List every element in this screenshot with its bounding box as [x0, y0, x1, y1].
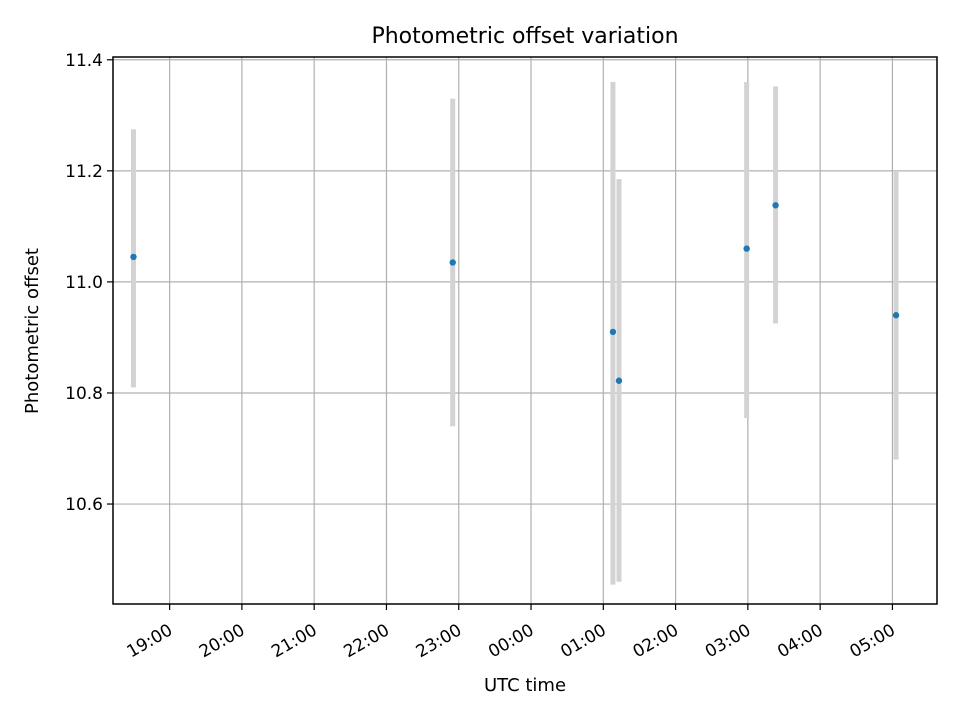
- x-tick-label: 23:00: [413, 620, 465, 662]
- y-tick-label: 11.0: [65, 273, 103, 293]
- x-tick-label: 02:00: [630, 620, 682, 662]
- x-tick-label: 22:00: [341, 620, 393, 662]
- x-tick-label: 21:00: [268, 620, 320, 662]
- point-layer: [130, 202, 900, 384]
- y-axis-label: Photometric offset: [22, 248, 43, 414]
- y-tick-label: 10.6: [65, 495, 103, 515]
- data-point: [743, 245, 750, 252]
- data-point: [892, 312, 900, 319]
- x-tick-label: 01:00: [557, 620, 609, 662]
- y-tick-label: 11.2: [65, 162, 103, 182]
- chart-title: Photometric offset variation: [371, 24, 678, 49]
- plot-frame: [112, 56, 938, 605]
- data-point: [615, 377, 623, 384]
- x-tick-label: 05:00: [846, 620, 898, 662]
- y-tick-label: 10.8: [65, 384, 103, 404]
- x-tick-label: 04:00: [774, 620, 826, 662]
- x-axis-label: UTC time: [484, 675, 566, 696]
- y-tick-label: 11.4: [65, 51, 103, 71]
- x-tick-label: 00:00: [485, 620, 537, 662]
- data-point: [772, 202, 779, 209]
- errorbar-layer: [130, 81, 899, 585]
- grid-layer: [113, 57, 937, 604]
- x-tick-label: 19:00: [124, 620, 176, 662]
- x-tick-label: 03:00: [702, 620, 754, 662]
- x-tick-label: 20:00: [196, 620, 248, 662]
- data-point: [130, 253, 137, 261]
- data-point: [609, 328, 617, 336]
- data-point: [449, 259, 456, 266]
